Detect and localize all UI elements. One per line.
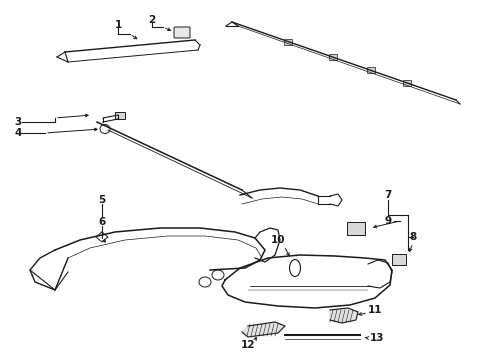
Text: 13: 13 [369,333,384,343]
Bar [366,67,374,73]
FancyBboxPatch shape [174,27,190,38]
Text: 5: 5 [98,195,105,205]
Text: 2: 2 [148,15,155,25]
Text: 12: 12 [240,340,255,350]
Polygon shape [242,322,285,337]
Text: 1: 1 [114,20,122,30]
Bar [284,39,291,45]
Text: 10: 10 [270,235,285,245]
Text: 8: 8 [408,232,416,242]
Polygon shape [329,308,357,323]
Bar [402,80,410,86]
Bar [115,112,125,119]
Text: 3: 3 [14,117,21,127]
Bar [346,222,364,235]
Bar [391,254,405,265]
Text: 4: 4 [14,128,21,138]
Text: 6: 6 [98,217,105,227]
Text: 9: 9 [384,216,391,226]
Bar [328,54,336,60]
Text: 7: 7 [384,190,391,200]
Text: 11: 11 [367,305,382,315]
